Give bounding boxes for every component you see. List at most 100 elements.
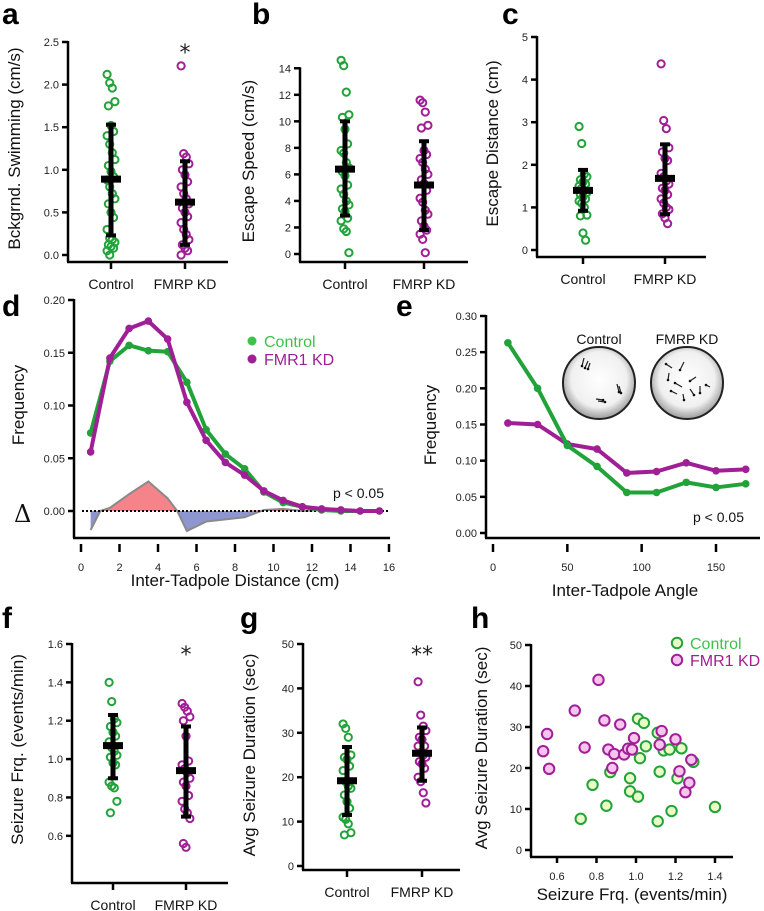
x-tick-label: 8 [232,562,238,574]
panel-f: f 0.6 0.8 1.0 1.2 1.4 1.6 Seizure Frq. (events/… [2,602,228,911]
panel-letter-b: b [252,0,270,31]
x-axis-label: Inter-Tadpole Distance (cm) [131,571,340,590]
y-tick-label: 1 [522,202,528,214]
y-tick-label: 0.15 [456,420,477,432]
series-point [533,420,542,429]
series-point [682,478,691,487]
series-point [144,346,153,355]
data-point [416,710,426,720]
series-point [563,441,572,450]
legend-marker-control [670,636,684,650]
data-point-fmr1-kd [606,761,619,775]
x-tick-label: 12 [306,562,318,574]
x-tick-label: 150 [707,562,725,574]
petri-dish-fmrp-kd [650,346,724,420]
y-axis-label: Escape Speed (cm/s) [239,80,258,243]
y-tick-label: 50 [282,639,294,651]
y-axis-label: Avg Seizure Duration (sec) [472,647,491,850]
data-point-control [586,778,599,792]
p-value-annotation: p < 0.05 [693,509,744,525]
data-point [112,796,122,806]
x-tick-label: 1.4 [707,871,722,883]
y-tick-label: 40 [510,681,522,693]
y-tick-label: 14 [279,63,291,75]
data-point-fmr1-kd [536,744,550,758]
y-tick-label: 0.25 [456,347,477,359]
y-tick-label: 8 [285,143,291,155]
panel-c: c 0 1 2 3 4 5 Escape Distance (cm) Control FMRP K… [483,0,706,287]
data-point [581,235,591,245]
data-point [574,121,584,132]
petri-dish-control [562,346,636,420]
data-point-fmr1-kd [655,724,668,738]
series-point [593,462,601,471]
tadpole-head [619,391,623,395]
series-point [504,338,512,347]
x-tick-label: 100 [632,562,650,574]
data-point [181,842,191,852]
tadpole-head [692,393,696,397]
series-point [163,335,172,343]
y-tick-label: 0 [516,845,522,857]
data-point-fmr1-kd [542,762,556,776]
inset-label-control: Control [576,331,621,347]
panel-g: g 0 10 20 30 40 50 Avg Seizure Duration (sec) Co… [240,602,460,900]
x-tick-label: 4 [155,562,161,574]
series-point [712,483,720,492]
data-point [341,87,351,97]
data-point-control [633,751,647,765]
series-point [623,469,631,477]
data-point [107,83,117,93]
y-tick-label: 0 [288,861,294,873]
y-tick-label: 0.15 [44,348,65,360]
x-tick-label: 16 [383,562,395,574]
category-label: FMRP KD [634,271,697,287]
category-label: Control [560,271,605,287]
data-point [185,712,195,722]
data-point [420,248,430,258]
data-point [102,69,112,79]
data-point-control [631,790,645,803]
y-axis-label: Seizure Frq. (events/min) [8,654,27,845]
tadpole-head [688,379,692,383]
panel-h: h 0 10 20 30 40 50 0.6 0.8 1.0 1.2 1.4 Seizure Frq. … [471,602,760,904]
y-axis-label: Avg Seizure Duration (sec) [240,654,259,857]
data-point [104,677,114,687]
data-point [418,788,428,798]
series-point [298,502,307,511]
data-point [416,123,426,133]
data-point-control [653,765,666,778]
x-tick-label: 1.2 [668,871,683,883]
tadpole-head [586,367,590,371]
data-point [418,234,428,245]
data-point [578,228,588,238]
data-point-fmr1-kd [653,738,666,751]
y-tick-label: 0.20 [44,295,65,307]
x-tick-label: 1.0 [628,871,643,883]
series-point [504,419,512,427]
legend-marker-fmr1-kd [670,653,684,667]
data-point-control [663,743,676,756]
panel-letter-g: g [240,602,258,635]
series-point [221,450,230,458]
panel-letter-h: h [471,602,489,635]
category-label: Control [322,276,367,292]
data-point-fmr1-kd [627,731,641,745]
y-tick-label: 4 [285,196,291,208]
data-point [421,798,431,808]
data-point [341,226,351,237]
tadpole-head [617,390,621,394]
category-label: Control [90,897,135,911]
data-point [183,246,193,256]
panel-letter-c: c [502,0,519,31]
tadpole-mark [679,361,685,371]
y-axis-label: Bckgrnd. Swimming (cm/s) [5,47,24,249]
y-tick-label: 0.6 [48,831,63,843]
panel-e: e 0.00 0.05 0.10 0.15 0.20 0.25 0.30 0 50 100 150 In… [396,290,760,600]
panel-a: a 0.0 0.5 1.0 1.5 2.0 2.5 Bckgrnd. Swimming (cm… [2,0,228,292]
panel-letter-a: a [2,0,19,31]
y-tick-label: 2 [285,222,291,234]
y-tick-label: 1.2 [48,716,63,728]
y-tick-label: 0.30 [456,311,477,323]
significance-marker: ** [411,643,433,668]
